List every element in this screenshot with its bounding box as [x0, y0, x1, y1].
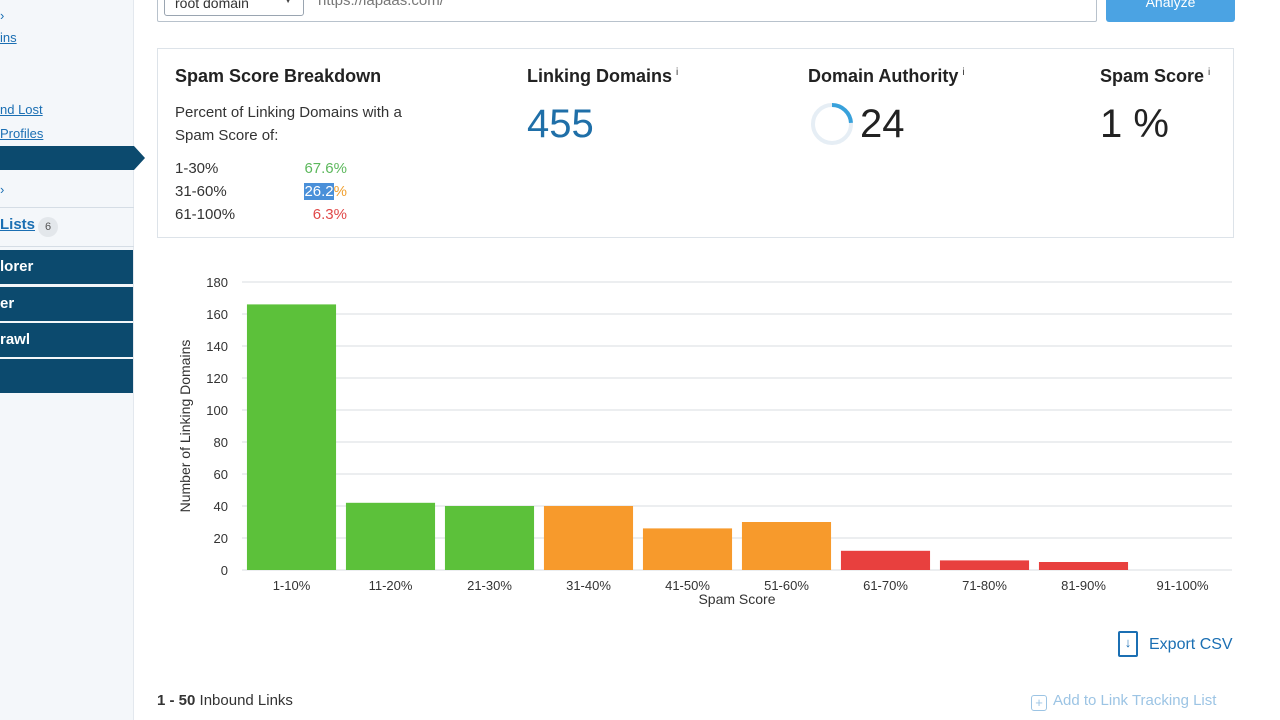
chevron-down-icon: ▼ [283, 0, 293, 6]
sidebar-link-partial-1[interactable]: ins [0, 30, 17, 45]
bar [345, 502, 436, 570]
sidebar-tool-crawl[interactable]: rawl [0, 323, 133, 357]
bar [246, 304, 337, 570]
breakdown-value: 67.6% [304, 160, 347, 177]
linking-domains-label: Linking Domains i [527, 66, 678, 87]
y-axis-label: Number of Linking Domains [177, 340, 193, 513]
bar [642, 528, 733, 570]
info-icon[interactable]: i [676, 67, 679, 78]
y-tick-label: 0 [221, 563, 228, 578]
y-tick-label: 60 [214, 467, 228, 482]
bar [840, 550, 931, 570]
spam-score-summary-card [157, 48, 1234, 238]
y-tick-label: 160 [206, 307, 228, 322]
info-icon[interactable]: i [1208, 67, 1211, 78]
url-search-bar[interactable] [157, 0, 1097, 22]
sidebar-link-profiles[interactable]: Profiles [0, 126, 44, 141]
x-tick-label: 81-90% [1061, 578, 1106, 593]
chart-svg: 0 20 40 60 80 100 120 140 160 180 1-10% 11-20% 21-30… [177, 275, 1232, 607]
linking-domains-value: 455 [527, 102, 594, 146]
breakdown-title: Spam Score Breakdown [175, 66, 382, 86]
domain-authority-label-text: Domain Authority [808, 66, 959, 86]
y-tick-label: 20 [214, 531, 228, 546]
bar [741, 522, 832, 570]
spam-score-bar-chart: 0 20 40 60 80 100 120 140 160 180 1-10% 11-20% 21-30… [170, 270, 1240, 615]
x-tick-label: 31-40% [566, 578, 611, 593]
sidebar-fragment-mark: › [0, 8, 5, 23]
y-tick-label: 180 [206, 275, 228, 290]
add-to-link-tracking-label: Add to Link Tracking List [1053, 692, 1217, 709]
x-tick-label: 91-100% [1156, 578, 1208, 593]
x-tick-label: 41-50% [665, 578, 710, 593]
sidebar-fragment-mark-2: › [0, 182, 5, 197]
bar [939, 560, 1030, 570]
breakdown-range: 1-30% [175, 160, 219, 177]
linking-domains-label-text: Linking Domains [527, 66, 673, 86]
lists-count-badge: 6 [38, 217, 58, 237]
sidebar-tool-4[interactable] [0, 359, 133, 393]
x-tick-label: 51-60% [764, 578, 809, 593]
domain-authority-label: Domain Authority i [808, 66, 965, 87]
sidebar: › ins nd Lost Profiles › Lists 6 lorer e… [0, 0, 145, 720]
spam-score-label: Spam Score i [1100, 66, 1210, 87]
scope-select-value: root domain [175, 0, 249, 11]
sidebar-tool-2[interactable]: er [0, 287, 133, 321]
export-csv-label: Export CSV [1149, 636, 1233, 653]
bar [1038, 562, 1129, 570]
url-input-value[interactable]: https://lapaas.com/ [318, 0, 444, 9]
results-count: 1 - 50 Inbound Links [157, 692, 293, 709]
x-axis-label: Spam Score [698, 591, 775, 607]
breakdown-subtitle: Percent of Linking Domains with a Spam S… [175, 104, 402, 144]
download-icon: ↓ [1118, 631, 1138, 657]
sidebar-divider [0, 207, 134, 208]
y-tick-label: 120 [206, 371, 228, 386]
bar [444, 506, 535, 570]
x-tick-label: 1-10% [273, 578, 311, 593]
info-icon[interactable]: i [962, 67, 965, 78]
breakdown-range: 31-60% [175, 183, 227, 200]
analyze-button[interactable]: Analyze [1106, 0, 1235, 22]
spam-score-value: 1 % [1100, 102, 1169, 146]
sidebar-active-arrow [134, 146, 145, 170]
sidebar-item-active[interactable] [0, 146, 134, 170]
sidebar-divider-2 [0, 246, 134, 247]
results-label: Inbound Links [195, 692, 293, 709]
x-tick-label: 11-20% [369, 578, 413, 593]
y-tick-label: 40 [214, 499, 228, 514]
y-tick-label: 140 [206, 339, 228, 354]
domain-authority-value: 24 [860, 102, 905, 146]
spam-score-label-text: Spam Score [1100, 66, 1205, 86]
sidebar-link-discovered-lost[interactable]: nd Lost [0, 102, 43, 117]
plus-icon: + [1031, 695, 1047, 711]
breakdown-range: 61-100% [175, 206, 236, 223]
results-range: 1 - 50 [157, 692, 196, 709]
add-to-link-tracking-button[interactable]: + Add to Link Tracking List [1031, 692, 1216, 711]
breakdown-value: 26.2% [287, 183, 347, 200]
selected-text-highlight: 26.2 [304, 183, 334, 200]
breakdown-value-suffix: % [333, 183, 347, 200]
scope-select[interactable]: root domain ▼ [164, 0, 304, 16]
x-tick-label: 71-80% [962, 578, 1007, 593]
y-tick-label: 100 [206, 403, 228, 418]
x-tick-label: 21-30% [467, 578, 512, 593]
bar [543, 506, 634, 570]
y-tick-label: 80 [214, 435, 228, 450]
domain-authority-ring-icon [811, 103, 853, 145]
sidebar-link-lists[interactable]: Lists [0, 216, 36, 233]
x-tick-label: 61-70% [863, 578, 908, 593]
breakdown-value: 6.3% [312, 206, 347, 223]
sidebar-tool-explorer[interactable]: lorer [0, 250, 133, 284]
